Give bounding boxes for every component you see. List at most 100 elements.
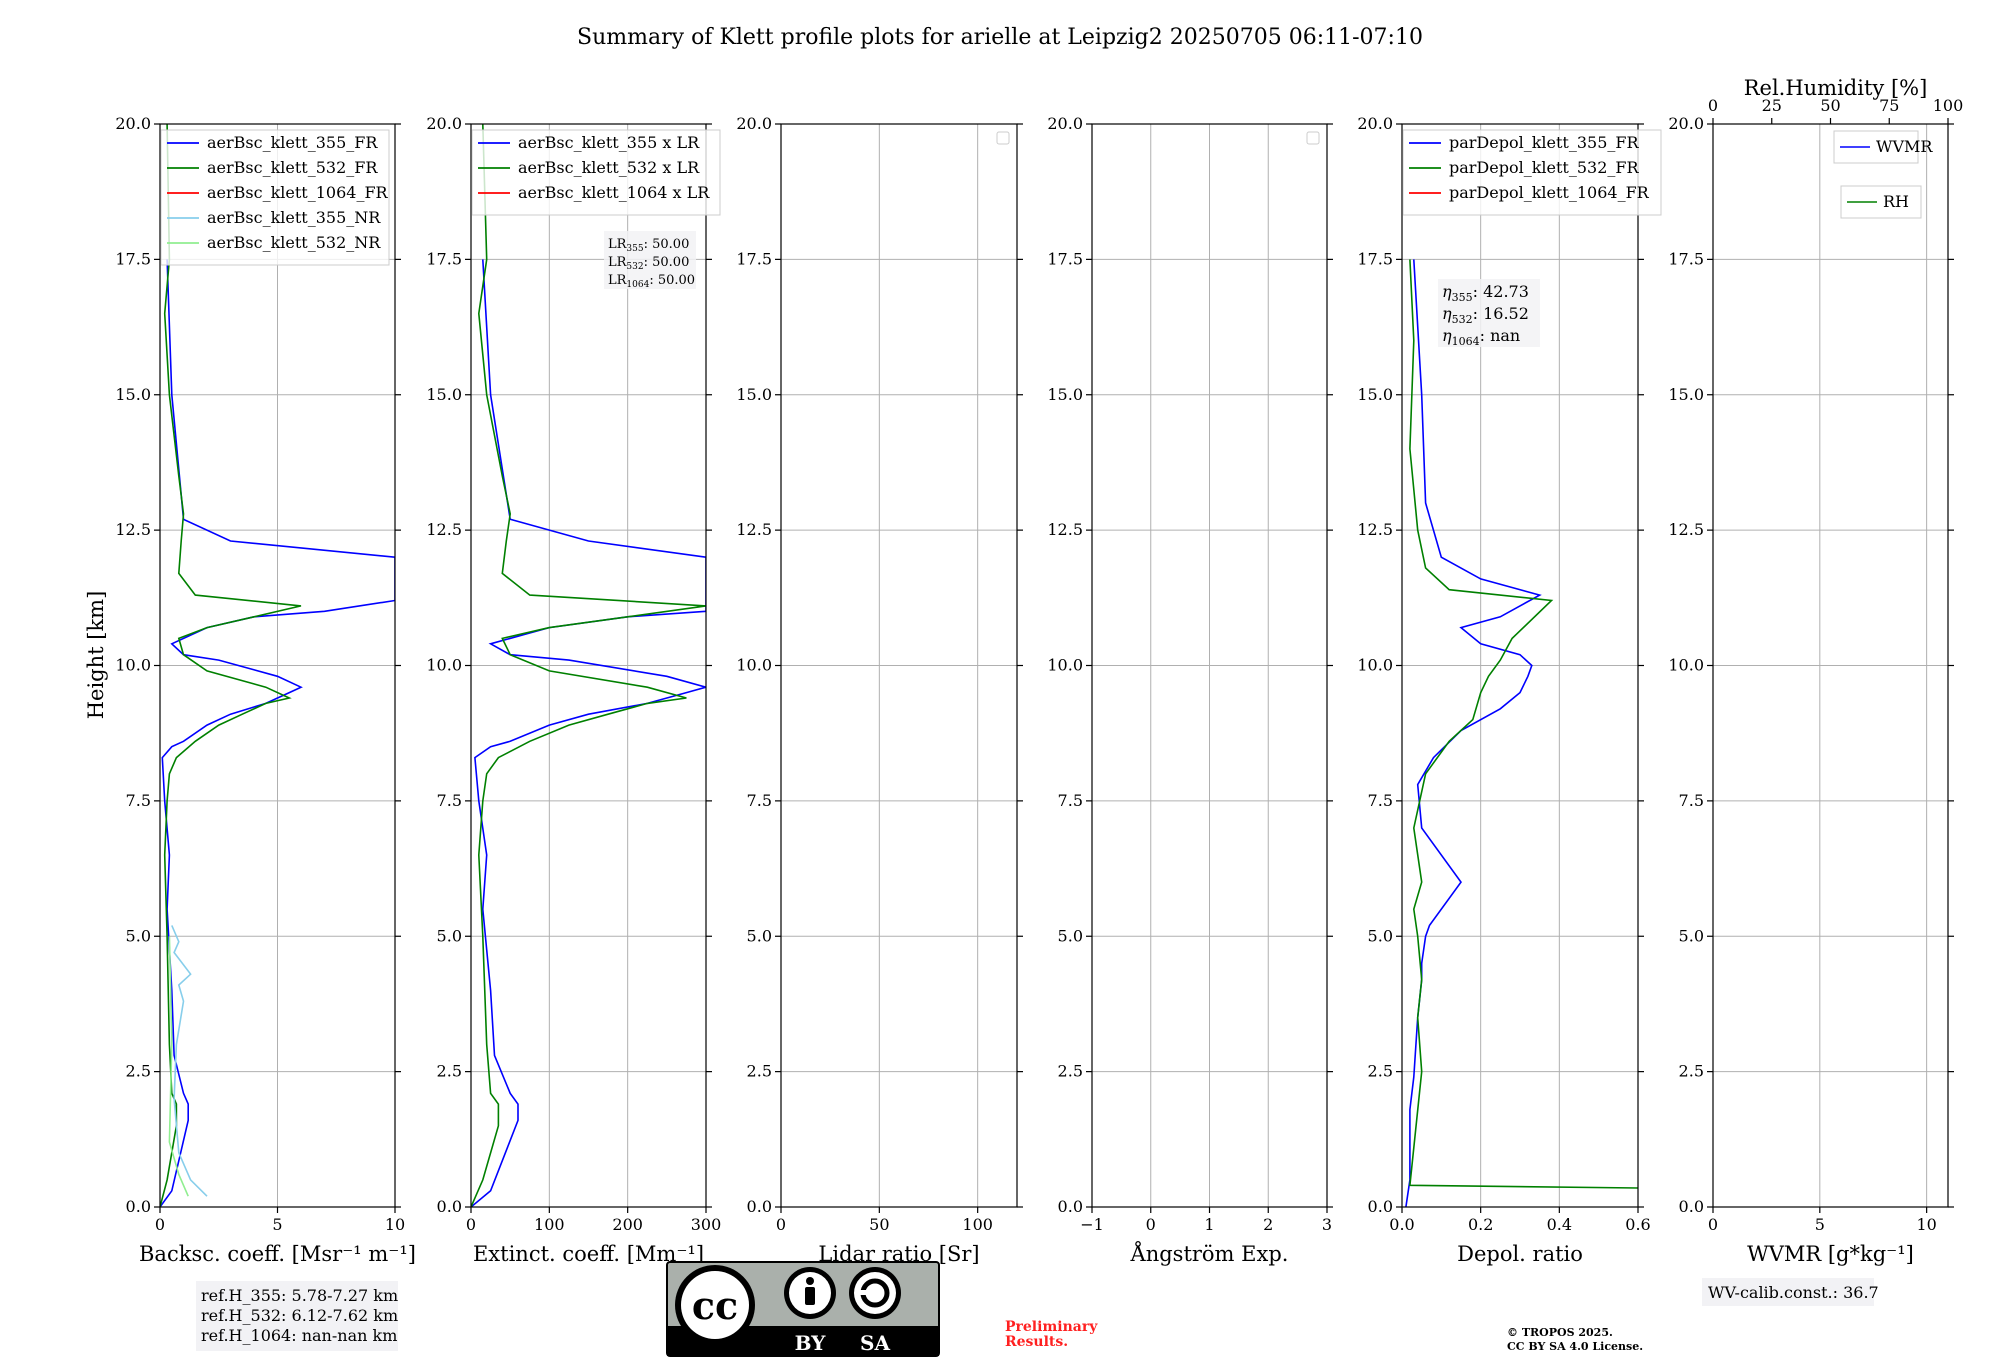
lidar-ratio-355: LR355: 50.00 [608, 237, 689, 254]
y-tick-label: 12.5 [426, 520, 462, 539]
legend-label: aerBsc_klett_532_NR [207, 233, 381, 252]
legend-label: aerBsc_klett_532 x LR [518, 158, 700, 177]
x-axis-label: Depol. ratio [1457, 1242, 1583, 1266]
panel-backscatter: 0.0 2.5 5.0 7.5 10.0 12.5 15.0 17.5 20.0 0 5 10 Back… [115, 114, 416, 1266]
y-tick-label: 15.0 [736, 385, 772, 404]
eta-532: η532: 16.52 [1442, 304, 1529, 326]
y-tick-label: 5.0 [437, 926, 462, 945]
series-line-aerBsc_klett_355_NR [171, 925, 208, 1197]
empty-legend [1306, 131, 1320, 145]
x-axis-label: Backsc. coeff. [Msr⁻¹ m⁻¹] [139, 1242, 416, 1266]
y-tick-label: 2.5 [747, 1062, 772, 1081]
panel-extinction: 0.0 2.5 5.0 7.5 10.0 12.5 15.0 17.5 20.0 0 100 200 3… [426, 114, 721, 1266]
x-tick-label: 50 [869, 1215, 889, 1234]
legend-label: aerBsc_klett_355 x LR [518, 133, 700, 152]
series-line-parDepol_klett_355_FR [1405, 259, 1542, 1207]
y-tick-label: 10.0 [736, 656, 772, 675]
legend-label: RH [1883, 192, 1909, 211]
series-line-aerBsc_klett_355 x LR [471, 259, 706, 1207]
y-tick-label: 7.5 [1368, 791, 1393, 810]
y-axis-label: Height [km] [84, 591, 108, 720]
y-tick-label: 15.0 [1668, 385, 1704, 404]
y-tick-label: 2.5 [1679, 1062, 1704, 1081]
y-tick-label: 7.5 [747, 791, 772, 810]
y-tick-label: 7.5 [437, 791, 462, 810]
legend-label: aerBsc_klett_355_NR [207, 208, 381, 227]
copyright-line1: © TROPOS 2025. [1507, 1326, 1613, 1339]
y-tick-label: 0.0 [437, 1197, 462, 1216]
y-tick-label: 20.0 [1357, 114, 1393, 133]
cc-sa-label: SA [860, 1331, 890, 1355]
x-tick-label: 0 [1146, 1215, 1156, 1234]
y-tick-label: 12.5 [1357, 520, 1393, 539]
x-tick-label: 0 [155, 1215, 165, 1234]
x-tick-label: 10 [1916, 1215, 1936, 1234]
x-tick-label: 2 [1263, 1215, 1273, 1234]
cc-icon: cc [675, 1265, 755, 1345]
series-line-aerBsc_klett_532 x LR [471, 124, 706, 1207]
x-tick-label: 0.4 [1547, 1215, 1572, 1234]
legend-label: aerBsc_klett_1064 x LR [518, 183, 710, 202]
wv-calib-box [1702, 1278, 1874, 1306]
panel-lidar_ratio: 0.02.55.07.510.012.515.017.520.00 50 100Li… [736, 114, 1023, 1266]
x-tick-label: 100 [962, 1215, 993, 1234]
x-tick-label: 300 [691, 1215, 722, 1234]
panel-wvmr: 0.02.55.07.510.012.515.017.520.00 5 10WVMR… [1668, 76, 1963, 1266]
copyright-line2: CC BY SA 4.0 License. [1507, 1340, 1643, 1353]
top-x-tick-label: 0 [1708, 96, 1718, 115]
ref-height-1064: ref.H_1064: nan-nan km [201, 1326, 397, 1345]
preliminary-line2: Results. [1005, 1334, 1068, 1350]
legend-label: WVMR [1876, 137, 1933, 156]
y-tick-label: 0.0 [747, 1197, 772, 1216]
y-tick-label: 20.0 [1047, 114, 1083, 133]
y-tick-label: 15.0 [426, 385, 462, 404]
y-tick-label: 0.0 [1368, 1197, 1393, 1216]
top-axis-label: Rel.Humidity [%] [1744, 76, 1928, 100]
y-tick-label: 5.0 [1368, 926, 1393, 945]
y-tick-label: 15.0 [1357, 385, 1393, 404]
x-axis-label: WVMR [g*kg⁻¹] [1747, 1242, 1914, 1266]
lidar-ratio-532: LR532: 50.00 [608, 255, 689, 272]
x-tick-label: −1 [1080, 1215, 1104, 1234]
y-tick-label: 20.0 [426, 114, 462, 133]
y-tick-label: 7.5 [1058, 791, 1083, 810]
ref-height-355: ref.H_355: 5.78-7.27 km [201, 1286, 398, 1305]
eta-355: η355: 42.73 [1442, 282, 1529, 304]
y-tick-label: 5.0 [747, 926, 772, 945]
x-tick-label: 0.2 [1468, 1215, 1493, 1234]
y-tick-label: 12.5 [736, 520, 772, 539]
legend-box [1402, 129, 1662, 216]
x-tick-label: 5 [272, 1215, 282, 1234]
series-line-aerBsc_klett_355_FR [160, 259, 395, 1207]
top-x-tick-label: 50 [1820, 96, 1840, 115]
legend-box [471, 129, 721, 216]
y-tick-label: 2.5 [126, 1062, 151, 1081]
top-x-tick-label: 25 [1762, 96, 1782, 115]
y-tick-label: 17.5 [1668, 249, 1704, 268]
y-tick-label: 15.0 [115, 385, 151, 404]
x-tick-label: 0 [776, 1215, 786, 1234]
y-tick-label: 0.0 [126, 1197, 151, 1216]
legend-label: aerBsc_klett_532_FR [207, 158, 378, 177]
legend-label: parDepol_klett_532_FR [1449, 158, 1640, 177]
x-tick-label: 0 [466, 1215, 476, 1234]
y-tick-label: 12.5 [1668, 520, 1704, 539]
x-tick-label: 0 [1708, 1215, 1718, 1234]
svg-text:cc: cc [692, 1283, 738, 1328]
y-tick-label: 7.5 [126, 791, 151, 810]
x-tick-label: 0.0 [1389, 1215, 1414, 1234]
legend-label: aerBsc_klett_355_FR [207, 133, 378, 152]
y-tick-label: 17.5 [426, 249, 462, 268]
y-tick-label: 17.5 [115, 249, 151, 268]
preliminary-line1: Preliminary [1005, 1319, 1098, 1335]
series-line-aerBsc_klett_532_NR [168, 936, 189, 1197]
top-x-tick-label: 75 [1879, 96, 1899, 115]
x-tick-label: 10 [385, 1215, 405, 1234]
y-tick-label: 12.5 [1047, 520, 1083, 539]
y-tick-label: 17.5 [1357, 249, 1393, 268]
x-tick-label: 5 [1815, 1215, 1825, 1234]
x-axis-label: Extinct. coeff. [Mm⁻¹] [473, 1242, 704, 1266]
figure-title: Summary of Klett profile plots for ariel… [577, 25, 1423, 50]
ref-height-532: ref.H_532: 6.12-7.62 km [201, 1306, 398, 1325]
